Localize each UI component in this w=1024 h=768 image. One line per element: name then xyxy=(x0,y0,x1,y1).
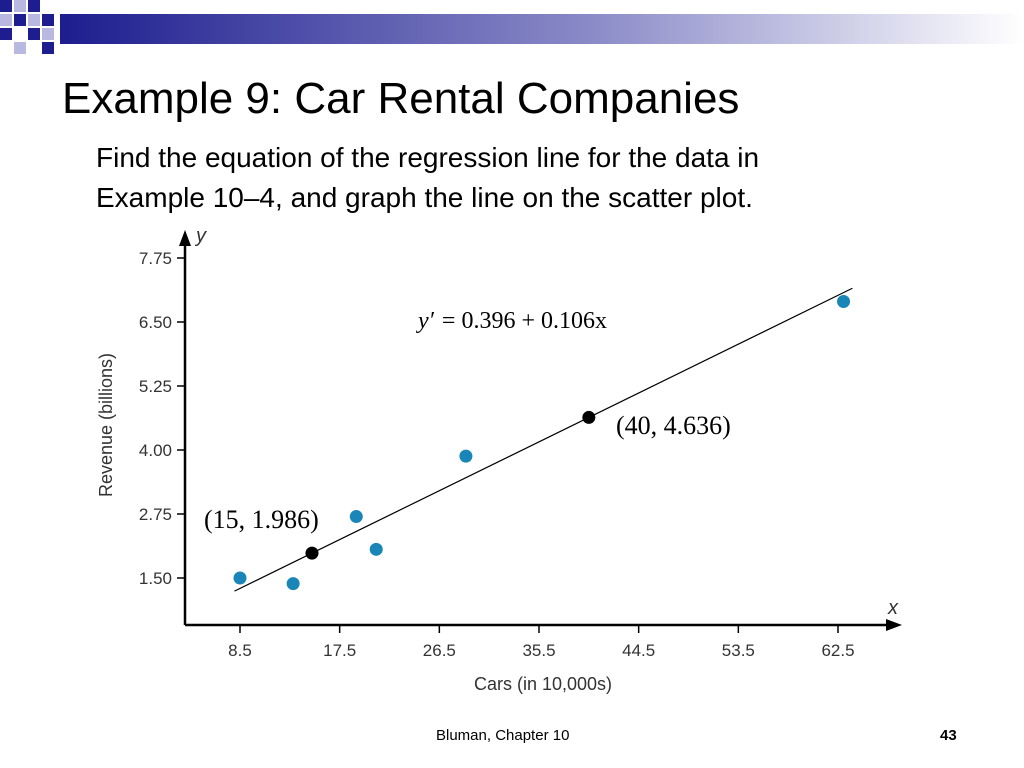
deco-square xyxy=(28,28,40,40)
intro-line: Example 10–4, and graph the line on the … xyxy=(96,182,753,213)
data-point xyxy=(286,577,300,591)
x-tick-label: 17.5 xyxy=(323,641,356,660)
y-tick-label: 2.75 xyxy=(139,505,172,524)
data-points xyxy=(233,295,851,591)
x-axis-arrow xyxy=(886,619,902,631)
x-axis-label: Cars (in 10,000s) xyxy=(474,674,612,694)
y-tick-label: 4.00 xyxy=(139,441,172,460)
deco-square xyxy=(14,0,26,12)
regression-line xyxy=(234,287,853,592)
intro-text: Find the equation of the regression line… xyxy=(96,138,946,218)
deco-square xyxy=(14,42,26,54)
highlight-point xyxy=(582,410,596,424)
y-axis-ticks: 1.50 2.75 4.00 5.25 6.50 7.75 xyxy=(139,249,185,588)
y-axis-letter: y xyxy=(194,225,207,247)
x-tick-label: 26.5 xyxy=(423,641,456,660)
x-tick-label: 62.5 xyxy=(821,641,854,660)
y-tick-label: 1.50 xyxy=(139,569,172,588)
header-gradient-bar xyxy=(60,14,1024,44)
page-number: 43 xyxy=(940,727,957,744)
equation-lhs: y′ xyxy=(416,308,435,334)
highlight-point-label: (15, 1.986) xyxy=(204,505,319,534)
y-tick-label: 7.75 xyxy=(139,249,172,268)
footer-source: Bluman, Chapter 10 xyxy=(436,727,570,744)
regression-equation: y′ = 0.396 + 0.106x xyxy=(416,308,607,334)
data-point xyxy=(369,542,383,556)
header-decoration xyxy=(0,0,1024,54)
data-point xyxy=(459,449,473,463)
deco-square xyxy=(14,14,26,26)
highlight-point xyxy=(305,546,319,560)
y-axis-arrow xyxy=(179,230,191,246)
x-tick-label: 35.5 xyxy=(522,641,555,660)
deco-square xyxy=(42,14,54,26)
data-point xyxy=(837,295,851,309)
data-point xyxy=(233,571,247,585)
y-tick-label: 6.50 xyxy=(139,313,172,332)
y-tick-label: 5.25 xyxy=(139,377,172,396)
equation-rhs: = 0.396 + 0.106x xyxy=(442,308,607,334)
slide-title: Example 9: Car Rental Companies xyxy=(62,74,740,123)
deco-square xyxy=(28,14,40,26)
data-point xyxy=(349,510,363,524)
deco-square xyxy=(0,14,12,26)
y-axis-label: Revenue (billions) xyxy=(96,353,116,497)
deco-square xyxy=(42,42,54,54)
deco-square xyxy=(0,28,12,40)
x-axis-ticks: 8.5 17.5 26.5 35.5 44.5 53.5 62.5 xyxy=(228,625,855,660)
deco-square xyxy=(28,0,40,12)
intro-line: Find the equation of the regression line… xyxy=(96,142,760,173)
deco-square xyxy=(0,0,12,12)
deco-square xyxy=(42,28,54,40)
x-axis-letter: x xyxy=(887,597,899,619)
highlight-points: (15, 1.986) (40, 4.636) xyxy=(204,410,731,560)
x-tick-label: 44.5 xyxy=(622,641,655,660)
highlight-point-label: (40, 4.636) xyxy=(616,411,731,440)
x-tick-label: 8.5 xyxy=(228,641,252,660)
x-tick-label: 53.5 xyxy=(722,641,755,660)
